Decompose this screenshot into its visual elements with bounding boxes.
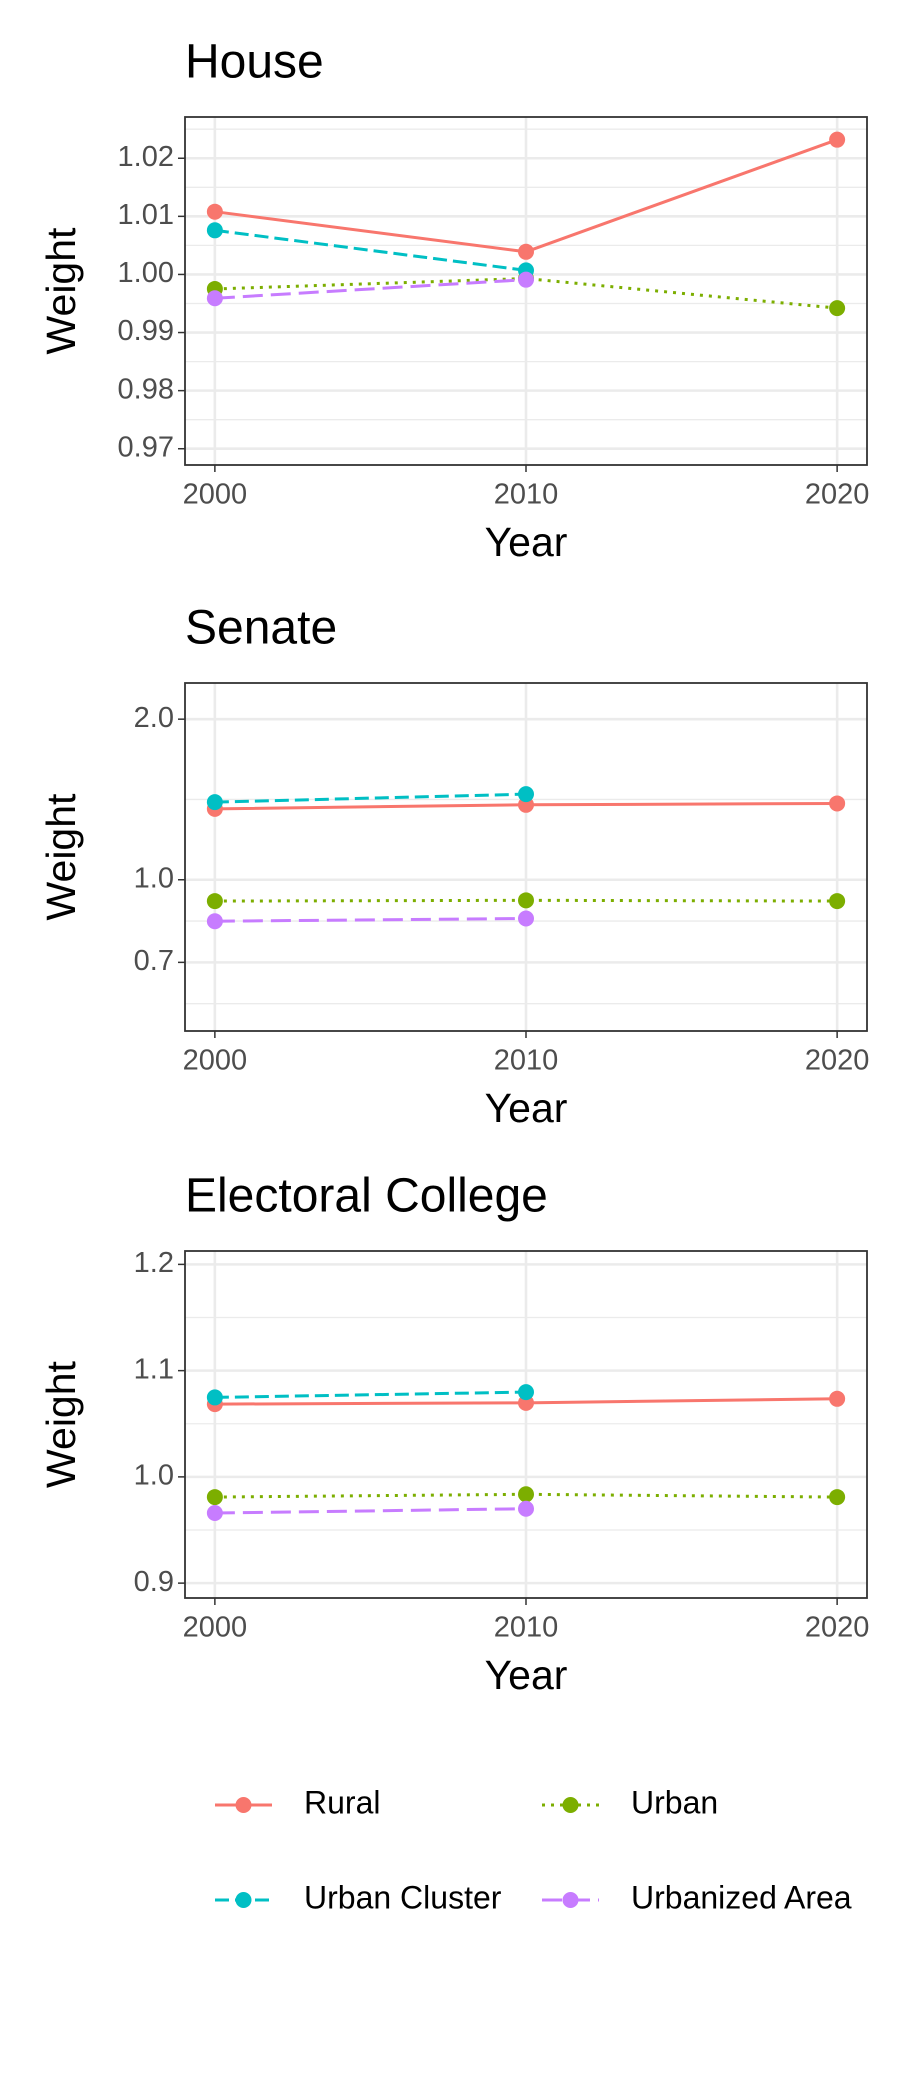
y-tick-label: 1.0	[134, 862, 174, 894]
y-tick-label: 1.0	[134, 1460, 174, 1492]
y-axis-title: Weight	[38, 793, 84, 920]
panel-border	[184, 116, 868, 466]
data-point	[518, 271, 534, 288]
data-point	[206, 203, 223, 220]
legend-key-point	[562, 1797, 579, 1813]
x-tick-label: 2010	[494, 479, 559, 511]
chart-title: House	[185, 36, 324, 89]
y-tick-label: 2.0	[134, 702, 174, 734]
data-point	[829, 131, 846, 148]
data-point	[518, 1486, 534, 1503]
data-point	[206, 290, 223, 307]
data-point	[829, 300, 846, 317]
y-tick-label: 1.1	[134, 1353, 174, 1385]
data-point	[206, 222, 223, 239]
data-point	[829, 893, 846, 910]
legend-label: Urbanized Area	[631, 1879, 852, 1915]
series-line	[214, 792, 527, 804]
x-tick-label: 2020	[805, 1045, 870, 1077]
y-tick-label: 0.99	[118, 315, 174, 347]
data-point	[518, 910, 534, 927]
y-tick-label: 0.98	[118, 373, 174, 405]
series-line	[214, 1507, 527, 1515]
y-axis-title: Weight	[38, 1360, 84, 1487]
y-tick-label: 1.01	[118, 199, 174, 231]
series-line	[214, 1390, 527, 1399]
y-axis-title: Weight	[38, 227, 84, 354]
series-line	[214, 228, 527, 272]
x-tick-label: 2000	[183, 1612, 248, 1644]
x-axis-title: Year	[485, 1652, 568, 1698]
x-tick-label: 2000	[183, 479, 248, 511]
data-point	[518, 892, 534, 909]
y-tick-label: 1.2	[134, 1247, 174, 1279]
data-point	[829, 1489, 846, 1506]
series-line	[214, 278, 527, 300]
x-axis-title: Year	[485, 1085, 568, 1131]
x-tick-label: 2000	[183, 1045, 248, 1077]
x-tick-label: 2010	[494, 1045, 559, 1077]
data-point	[206, 913, 223, 930]
panel-border	[184, 1250, 868, 1599]
data-point	[206, 1489, 223, 1506]
data-point	[829, 1390, 846, 1407]
data-point	[206, 794, 223, 811]
y-tick-label: 0.97	[118, 431, 174, 463]
y-tick-label: 1.02	[118, 141, 174, 173]
chart-title: Senate	[185, 602, 337, 655]
y-tick-label: 1.00	[118, 257, 174, 289]
panel-border	[184, 682, 868, 1032]
y-tick-label: 0.7	[134, 945, 174, 977]
legend: Rural Urban Urban Cluster Urbanized Area	[215, 1784, 852, 1915]
x-axis-title: Year	[485, 519, 568, 565]
data-point	[206, 893, 223, 910]
legend-key-point	[562, 1892, 579, 1908]
data-point	[518, 1384, 534, 1401]
legend-key-point	[235, 1797, 252, 1813]
legend-label: Urban Cluster	[304, 1879, 502, 1915]
data-point	[518, 1500, 534, 1517]
legend-label: Rural	[304, 1784, 380, 1820]
data-point	[829, 795, 846, 812]
x-tick-label: 2020	[805, 1612, 870, 1644]
data-point	[518, 786, 534, 803]
data-point	[206, 1505, 223, 1522]
x-tick-label: 2010	[494, 1612, 559, 1644]
y-tick-label: 0.9	[134, 1566, 174, 1598]
data-point	[206, 1389, 223, 1406]
legend-label: Urban	[631, 1784, 718, 1820]
data-point	[518, 243, 534, 260]
series-line	[214, 916, 527, 923]
chart-title: Electoral College	[185, 1170, 548, 1223]
legend-key-point	[235, 1892, 252, 1908]
x-tick-label: 2020	[805, 479, 870, 511]
